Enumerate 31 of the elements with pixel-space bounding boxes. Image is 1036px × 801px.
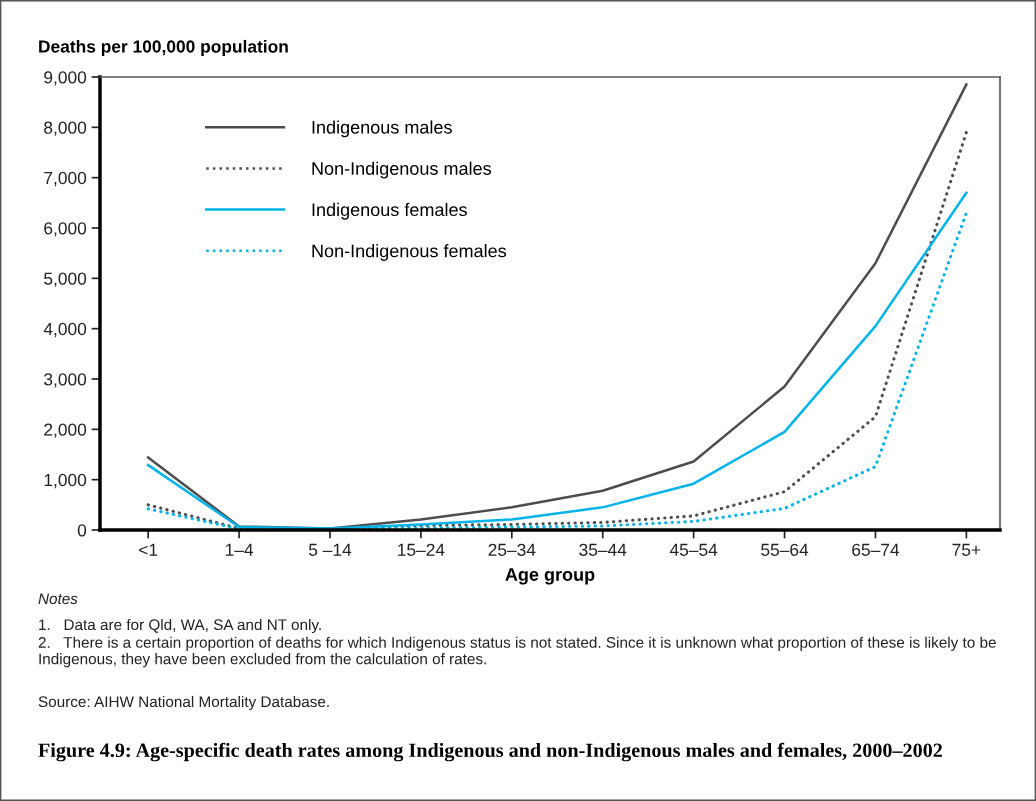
y-tick-label: 6,000 <box>44 222 87 237</box>
x-tick-label: 45–54 <box>669 543 718 556</box>
y-tick-label: 1,000 <box>44 473 87 489</box>
x-tick-label: 75+ <box>952 543 981 556</box>
x-tick-label: 55–64 <box>761 543 809 556</box>
y-tick-label: 9,000 <box>44 71 87 86</box>
text: Notes <box>38 593 78 605</box>
x-tick-label: 1–4 <box>225 543 254 556</box>
legend-label: Indigenous males <box>312 120 452 138</box>
y-tick-label: 7,000 <box>44 171 87 187</box>
x-tick-label: 65–74 <box>852 543 900 556</box>
y-tick-label: 8,000 <box>44 121 87 136</box>
x-tick-label: 15–24 <box>398 543 445 556</box>
legend-label: Non-Indigenous females <box>312 244 507 261</box>
text: 1. Data are for Qld, WA, SA and NT only. <box>39 618 321 634</box>
y-tick-label: 4,000 <box>43 322 87 338</box>
legend-label: Non-Indigenous males <box>312 161 491 179</box>
x-tick-label: <1 <box>139 543 158 556</box>
y-tick-label: 2,000 <box>44 423 87 438</box>
y-tick-label: 0 <box>77 524 87 537</box>
legend-label: Indigenous females <box>312 202 467 220</box>
x-tick-label: 35–44 <box>579 543 627 556</box>
source-note: Source: AIHW National Mortality Database. <box>38 695 329 711</box>
x-tick-label: 5 –14 <box>308 543 352 556</box>
text: 2. There is a certain proportion of deaths for which Indigenous status is not stated. Since it is unknown what proportion of these is likely to be Indigenous, they have been excluded from the calculation of rates. <box>38 636 996 668</box>
y-tick-label: 3,000 <box>44 373 87 388</box>
x-axis-title: Age group <box>505 568 595 585</box>
y-tick-label: 5,000 <box>44 272 87 287</box>
x-tick-label: 25–34 <box>488 543 536 556</box>
text: Figure 4.9: Age-specific death rates among Indigenous and non-Indigenous males and females, 2000–2002 <box>38 742 942 762</box>
y-axis-title: Deaths per 100,000 population <box>39 39 288 57</box>
